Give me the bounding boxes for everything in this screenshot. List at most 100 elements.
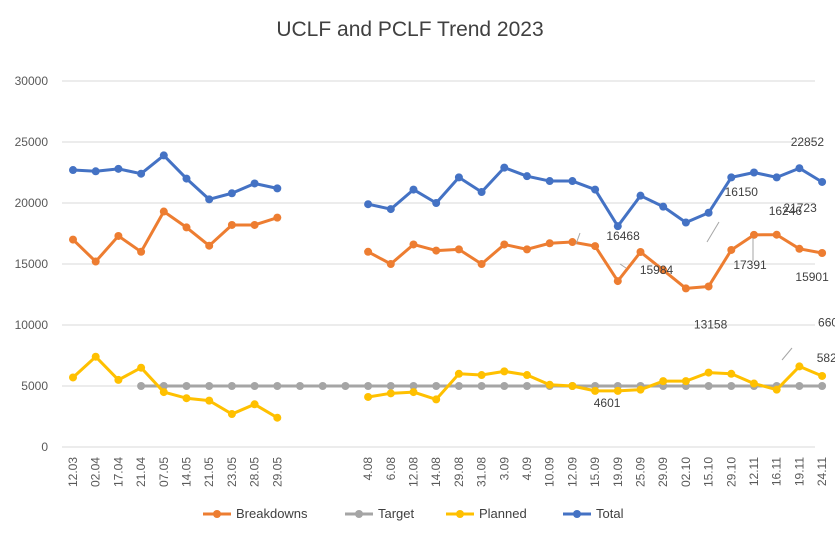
data-point (182, 382, 191, 390)
legend-item-total: Total (563, 506, 624, 521)
data-point (409, 185, 418, 194)
series-line (71, 355, 279, 420)
data-point (386, 389, 395, 398)
data-point (568, 382, 577, 390)
data-point (91, 352, 100, 361)
data-point (114, 164, 123, 173)
label-leader-line (706, 221, 720, 243)
x-tick-label: 12.08 (407, 457, 421, 487)
data-point (591, 185, 600, 194)
data-point (795, 244, 804, 253)
data-point (636, 191, 645, 200)
series-line (72, 153, 278, 201)
series-lines (69, 151, 827, 422)
data-point (91, 257, 100, 266)
data-point (454, 173, 463, 182)
x-axis-ticks: 12.03 02.04 17.04 21.04 07.05 14.05 21.05 23.05… (66, 457, 829, 487)
data-point (409, 388, 418, 397)
data-point (818, 371, 827, 380)
legend-item-breakdowns: Breakdowns (203, 506, 308, 521)
data-point (545, 380, 554, 389)
data-point (568, 238, 577, 247)
data-point (182, 394, 191, 403)
data-labels: 16468 15984 13158 16150 17391 16246 15901 4601 6… (575, 135, 835, 410)
y-tick-label: 10000 (15, 318, 49, 332)
data-point (386, 205, 395, 214)
data-point (681, 218, 690, 227)
data-point (500, 163, 509, 172)
x-tick-label: 4.08 (361, 457, 375, 481)
x-tick-label: 28.05 (248, 457, 262, 487)
x-tick-label: 16.11 (770, 457, 784, 486)
data-point (409, 240, 418, 249)
data-point (795, 164, 804, 173)
data-point (500, 367, 509, 376)
data-point (137, 363, 146, 372)
x-tick-label: 25.09 (634, 457, 648, 487)
data-point (477, 382, 486, 390)
data-label: 22852 (791, 135, 825, 149)
data-point (772, 385, 781, 394)
data-point (205, 396, 214, 405)
legend: Breakdowns Target Planned Total (203, 506, 624, 521)
x-tick-label: 29.05 (270, 457, 284, 487)
data-point (227, 189, 236, 198)
chart-title: UCLF and PCLF Trend 2023 (276, 18, 543, 41)
data-point (159, 207, 168, 216)
x-tick-label: 6.08 (384, 457, 398, 481)
data-point (273, 184, 282, 193)
data-point (114, 231, 123, 240)
data-point (159, 388, 168, 397)
legend-label: Target (378, 506, 415, 521)
data-label: 15984 (640, 263, 674, 277)
x-tick-label: 12.09 (565, 457, 579, 487)
x-tick-label: 21.04 (134, 457, 148, 487)
x-tick-label: 12.11 (747, 457, 761, 486)
data-point (205, 195, 214, 204)
data-point (364, 247, 373, 256)
data-label: 4601 (594, 396, 621, 410)
legend-item-target: Target (345, 506, 415, 521)
data-point (727, 369, 736, 378)
data-point (818, 382, 827, 390)
data-point (750, 379, 758, 388)
y-tick-label: 25000 (15, 135, 49, 149)
x-tick-label: 31.08 (475, 457, 489, 487)
data-point (273, 382, 282, 390)
legend-label: Planned (479, 506, 527, 521)
data-point (432, 395, 441, 404)
data-point (750, 230, 758, 239)
y-tick-label: 20000 (15, 196, 49, 210)
data-point (364, 200, 373, 209)
y-tick-label: 15000 (15, 257, 49, 271)
y-tick-label: 5000 (21, 379, 48, 393)
legend-swatch-marker (213, 510, 221, 518)
data-point (659, 266, 668, 275)
data-point (432, 199, 441, 207)
legend-swatch-marker (456, 510, 464, 518)
data-point (500, 240, 509, 249)
series-planned (69, 352, 827, 422)
x-tick-label: 29.08 (452, 457, 466, 487)
legend-item-planned: Planned (446, 506, 527, 521)
data-point (704, 368, 713, 377)
data-point (523, 371, 531, 380)
data-point (818, 249, 827, 258)
data-point (704, 382, 713, 390)
data-point (727, 173, 736, 182)
series-target (137, 382, 827, 390)
data-point (818, 177, 827, 186)
data-point (727, 245, 736, 254)
data-point (69, 235, 77, 244)
series-total (69, 151, 827, 231)
data-point (727, 382, 736, 390)
data-point (591, 242, 600, 251)
data-point (568, 177, 577, 186)
x-tick-label: 23.05 (225, 457, 239, 487)
data-point (681, 377, 690, 386)
data-point (750, 168, 758, 177)
data-point (659, 202, 668, 211)
data-point (545, 177, 554, 186)
data-point (386, 260, 395, 268)
